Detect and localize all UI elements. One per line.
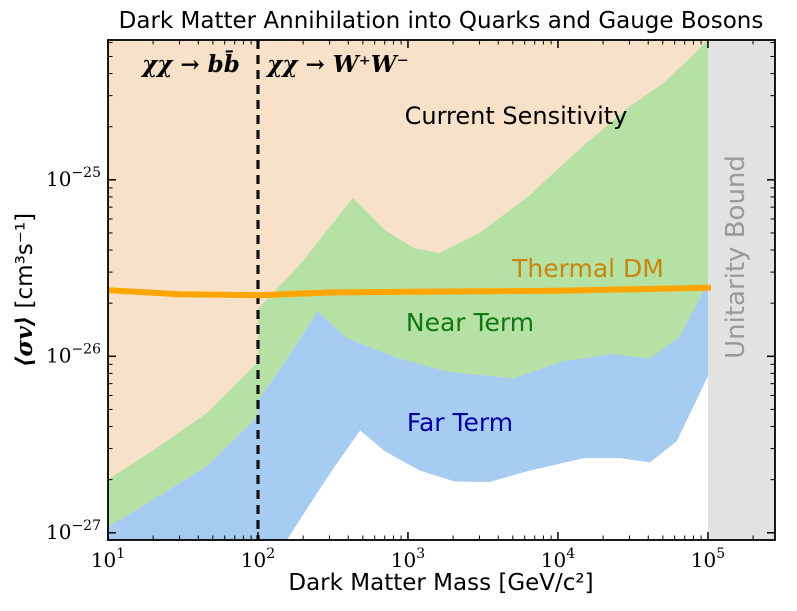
y-tick-labels: 10−25 10−26 10−27 [46,165,101,544]
region-near-term [108,40,720,527]
annotation-channel-bbbar: χχ → bb̄ [140,50,240,78]
x-tick-label: 101 [91,546,125,572]
axis-ticks [107,40,775,540]
region-far-term [108,229,720,540]
plot-frame [107,39,776,541]
thermal-dm-line [108,284,712,299]
label-far-term: Far Term [407,408,513,437]
label-unitarity-bound: Unitarity Bound [721,155,751,359]
label-thermal-dm: Thermal DM [511,254,664,283]
y-tick-label: 10−27 [46,518,101,544]
region-below-far-term [286,330,720,540]
chart-title: Dark Matter Annihilation into Quarks and… [119,8,764,34]
x-tick-label: 104 [541,546,575,572]
y-tick-label: 10−25 [46,165,101,191]
y-tick-label: 10−26 [46,341,101,367]
y-axis-label-units: [cm³s⁻¹] [12,213,38,316]
x-axis-label: Dark Matter Mass [GeV/c²] [288,570,593,596]
x-tick-labels: 101 102 103 104 105 [91,546,725,572]
label-near-term: Near Term [406,308,534,337]
lines-overlay [108,40,712,540]
x-tick-label: 102 [241,546,275,572]
y-axis-label: ⟨σv⟩ [cm³s⁻¹] [11,213,38,367]
annotation-channel-ww: χχ → W⁺W⁻ [265,51,408,78]
region-unitarity-bound [707,40,775,540]
label-current-sensitivity: Current Sensitivity [405,102,628,130]
y-axis-label-math: ⟨σv⟩ [11,316,38,367]
x-tick-label: 103 [391,546,425,572]
x-tick-label: 105 [691,546,725,572]
